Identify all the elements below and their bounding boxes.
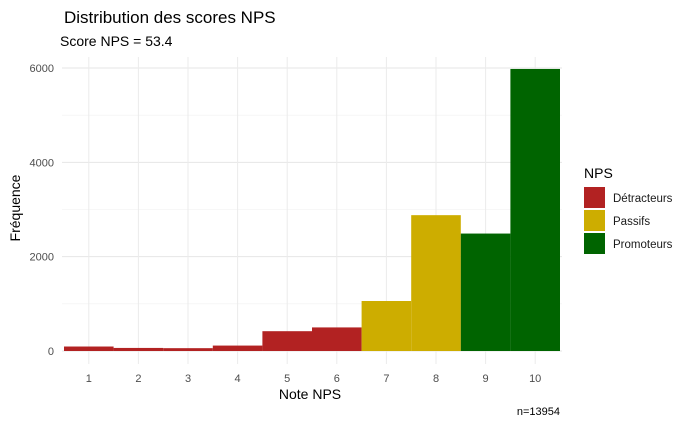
y-axis-title: Fréquence bbox=[7, 174, 23, 241]
legend-label: Passifs bbox=[613, 216, 650, 228]
legend-label: Détracteurs bbox=[613, 193, 673, 205]
y-tick-label: 4000 bbox=[30, 157, 54, 169]
bars bbox=[64, 68, 560, 352]
bar-8 bbox=[411, 215, 461, 351]
y-tick-label: 0 bbox=[48, 346, 54, 358]
x-tick-label: 7 bbox=[383, 373, 389, 385]
x-tick-label: 4 bbox=[235, 373, 241, 385]
bar-6 bbox=[312, 327, 362, 351]
bar-2 bbox=[113, 347, 164, 351]
x-tick-label: 10 bbox=[529, 373, 541, 385]
y-tick-label: 2000 bbox=[30, 252, 54, 264]
x-tick-label: 5 bbox=[284, 373, 290, 385]
x-axis-ticks: 1 2 3 4 5 6 7 8 9 10 bbox=[86, 373, 542, 385]
x-tick-label: 3 bbox=[185, 373, 191, 385]
bar-5 bbox=[262, 331, 312, 351]
bar-9 bbox=[460, 233, 511, 351]
bar-3 bbox=[163, 348, 213, 351]
legend-label: Promoteurs bbox=[613, 239, 673, 251]
x-axis-title: Note NPS bbox=[279, 386, 341, 402]
x-tick-label: 2 bbox=[135, 373, 141, 385]
legend-swatch bbox=[584, 187, 605, 208]
legend-swatch bbox=[584, 210, 605, 231]
x-tick-label: 9 bbox=[483, 373, 489, 385]
x-tick-label: 1 bbox=[86, 373, 92, 385]
legend: NPS Détracteurs Passifs Promoteurs bbox=[584, 165, 673, 254]
y-tick-label: 6000 bbox=[30, 63, 54, 75]
bar-10 bbox=[510, 68, 560, 352]
caption: n=13954 bbox=[517, 406, 560, 418]
bar-1 bbox=[64, 346, 114, 351]
y-axis-ticks: 0 2000 4000 6000 bbox=[30, 63, 54, 358]
chart-title: Distribution des scores NPS bbox=[64, 8, 276, 27]
legend-title: NPS bbox=[584, 165, 613, 181]
bar-7 bbox=[361, 301, 412, 351]
bar-4 bbox=[212, 345, 263, 351]
legend-swatch bbox=[584, 233, 605, 254]
x-tick-label: 6 bbox=[334, 373, 340, 385]
x-tick-label: 8 bbox=[433, 373, 439, 385]
chart-subtitle: Score NPS = 53.4 bbox=[60, 33, 173, 49]
